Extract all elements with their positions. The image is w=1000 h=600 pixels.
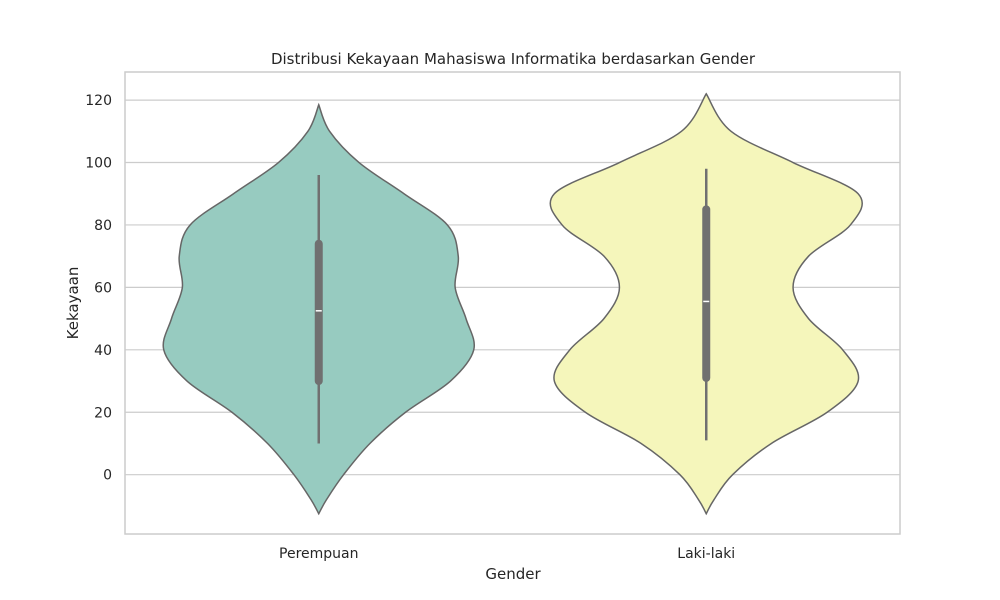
y-tick-label: 120: [85, 93, 112, 109]
y-tick-label: 80: [94, 218, 112, 234]
x-tick-labels: Perempuan Laki-laki: [279, 546, 735, 562]
violin-layer: [162, 92, 863, 516]
plot-frame: [124, 71, 901, 535]
y-tick-label: 60: [94, 280, 112, 296]
chart-title: Distribusi Kekayaan Mahasiswa Informatik…: [271, 50, 756, 68]
box-layer: [314, 168, 711, 444]
y-tick-labels: 0 20 40 60 80 100 120: [85, 93, 112, 484]
y-tick-label: 0: [103, 468, 112, 484]
y-tick-label: 100: [85, 156, 112, 172]
y-tick-label: 20: [94, 405, 112, 421]
x-tick-label: Laki-laki: [677, 546, 735, 562]
x-tick-label: Perempuan: [279, 546, 358, 562]
x-axis-label: Gender: [485, 565, 541, 583]
y-axis-label: Kekayaan: [64, 267, 82, 340]
y-tick-label: 40: [94, 343, 112, 359]
